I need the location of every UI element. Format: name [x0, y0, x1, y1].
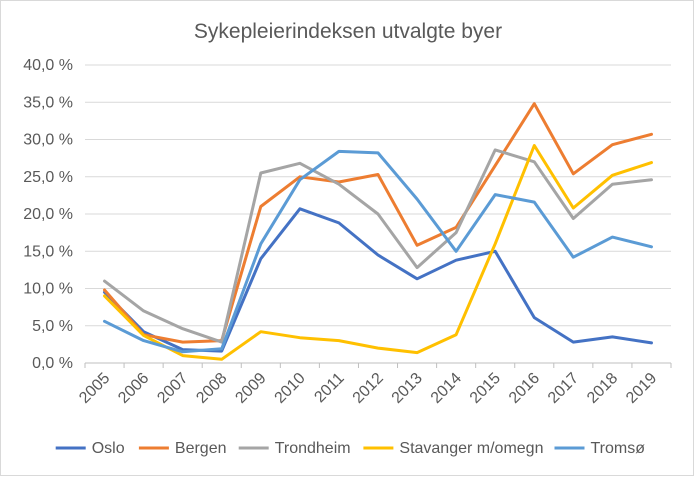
y-tick-label: 35,0 % — [23, 94, 73, 111]
x-tick-label: 2014 — [428, 370, 465, 407]
series-lines — [103, 102, 653, 361]
legend-item: Stavanger m/omegn — [363, 440, 543, 457]
series-line-trondheim — [103, 148, 653, 344]
x-tick-label: 2016 — [506, 370, 543, 407]
x-tick-label: 2018 — [584, 370, 621, 407]
legend-item: Tromsø — [554, 440, 646, 457]
x-tick-label: 2019 — [623, 370, 660, 407]
legend-label: Stavanger m/omegn — [399, 440, 543, 457]
legend: Oslo Bergen Trondheim Stavanger m/omegn Trom… — [55, 440, 646, 457]
legend-item: Bergen — [138, 440, 227, 457]
legend-label: Tromsø — [591, 440, 646, 457]
legend-item: Oslo — [55, 440, 125, 457]
legend-label: Oslo — [92, 440, 125, 457]
x-tick-label: 2017 — [545, 370, 582, 407]
y-tick-label: 25,0 % — [23, 169, 73, 186]
x-tick-label: 2005 — [76, 370, 113, 407]
x-tick-label: 2013 — [389, 370, 426, 407]
x-tick-label: 2010 — [272, 370, 309, 407]
x-tick-label: 2009 — [232, 370, 269, 407]
legend-label: Trondheim — [275, 440, 351, 457]
y-tick-label: 5,0 % — [32, 318, 73, 335]
x-tick-label: 2008 — [193, 370, 230, 407]
y-tick-label: 40,0 % — [23, 57, 73, 74]
series-line-stavanger-m-omegn — [103, 144, 653, 361]
series-line-bergen — [103, 102, 653, 344]
x-tick-label: 2011 — [311, 370, 347, 406]
y-tick-label: 15,0 % — [23, 243, 73, 260]
legend-label: Bergen — [175, 440, 227, 457]
y-tick-label: 30,0 % — [23, 132, 73, 149]
y-tick-label: 0,0 % — [32, 355, 73, 372]
chart-title: Sykepleierindeksen utvalgte byer — [194, 20, 502, 43]
y-tick-label: 10,0 % — [23, 281, 73, 298]
y-tick-label: 20,0 % — [23, 206, 73, 223]
axes: 0,0 % 5,0 % 10,0 % 15,0 % 20,0 % 25,0 % 30,0 %… — [23, 57, 672, 407]
x-tick-label: 2006 — [115, 370, 152, 407]
x-tick-label: 2015 — [467, 370, 504, 407]
x-tick-label: 2012 — [350, 370, 387, 407]
x-tick-label: 2007 — [154, 370, 191, 407]
legend-item: Trondheim — [238, 440, 351, 457]
series-line-troms — [103, 149, 653, 354]
